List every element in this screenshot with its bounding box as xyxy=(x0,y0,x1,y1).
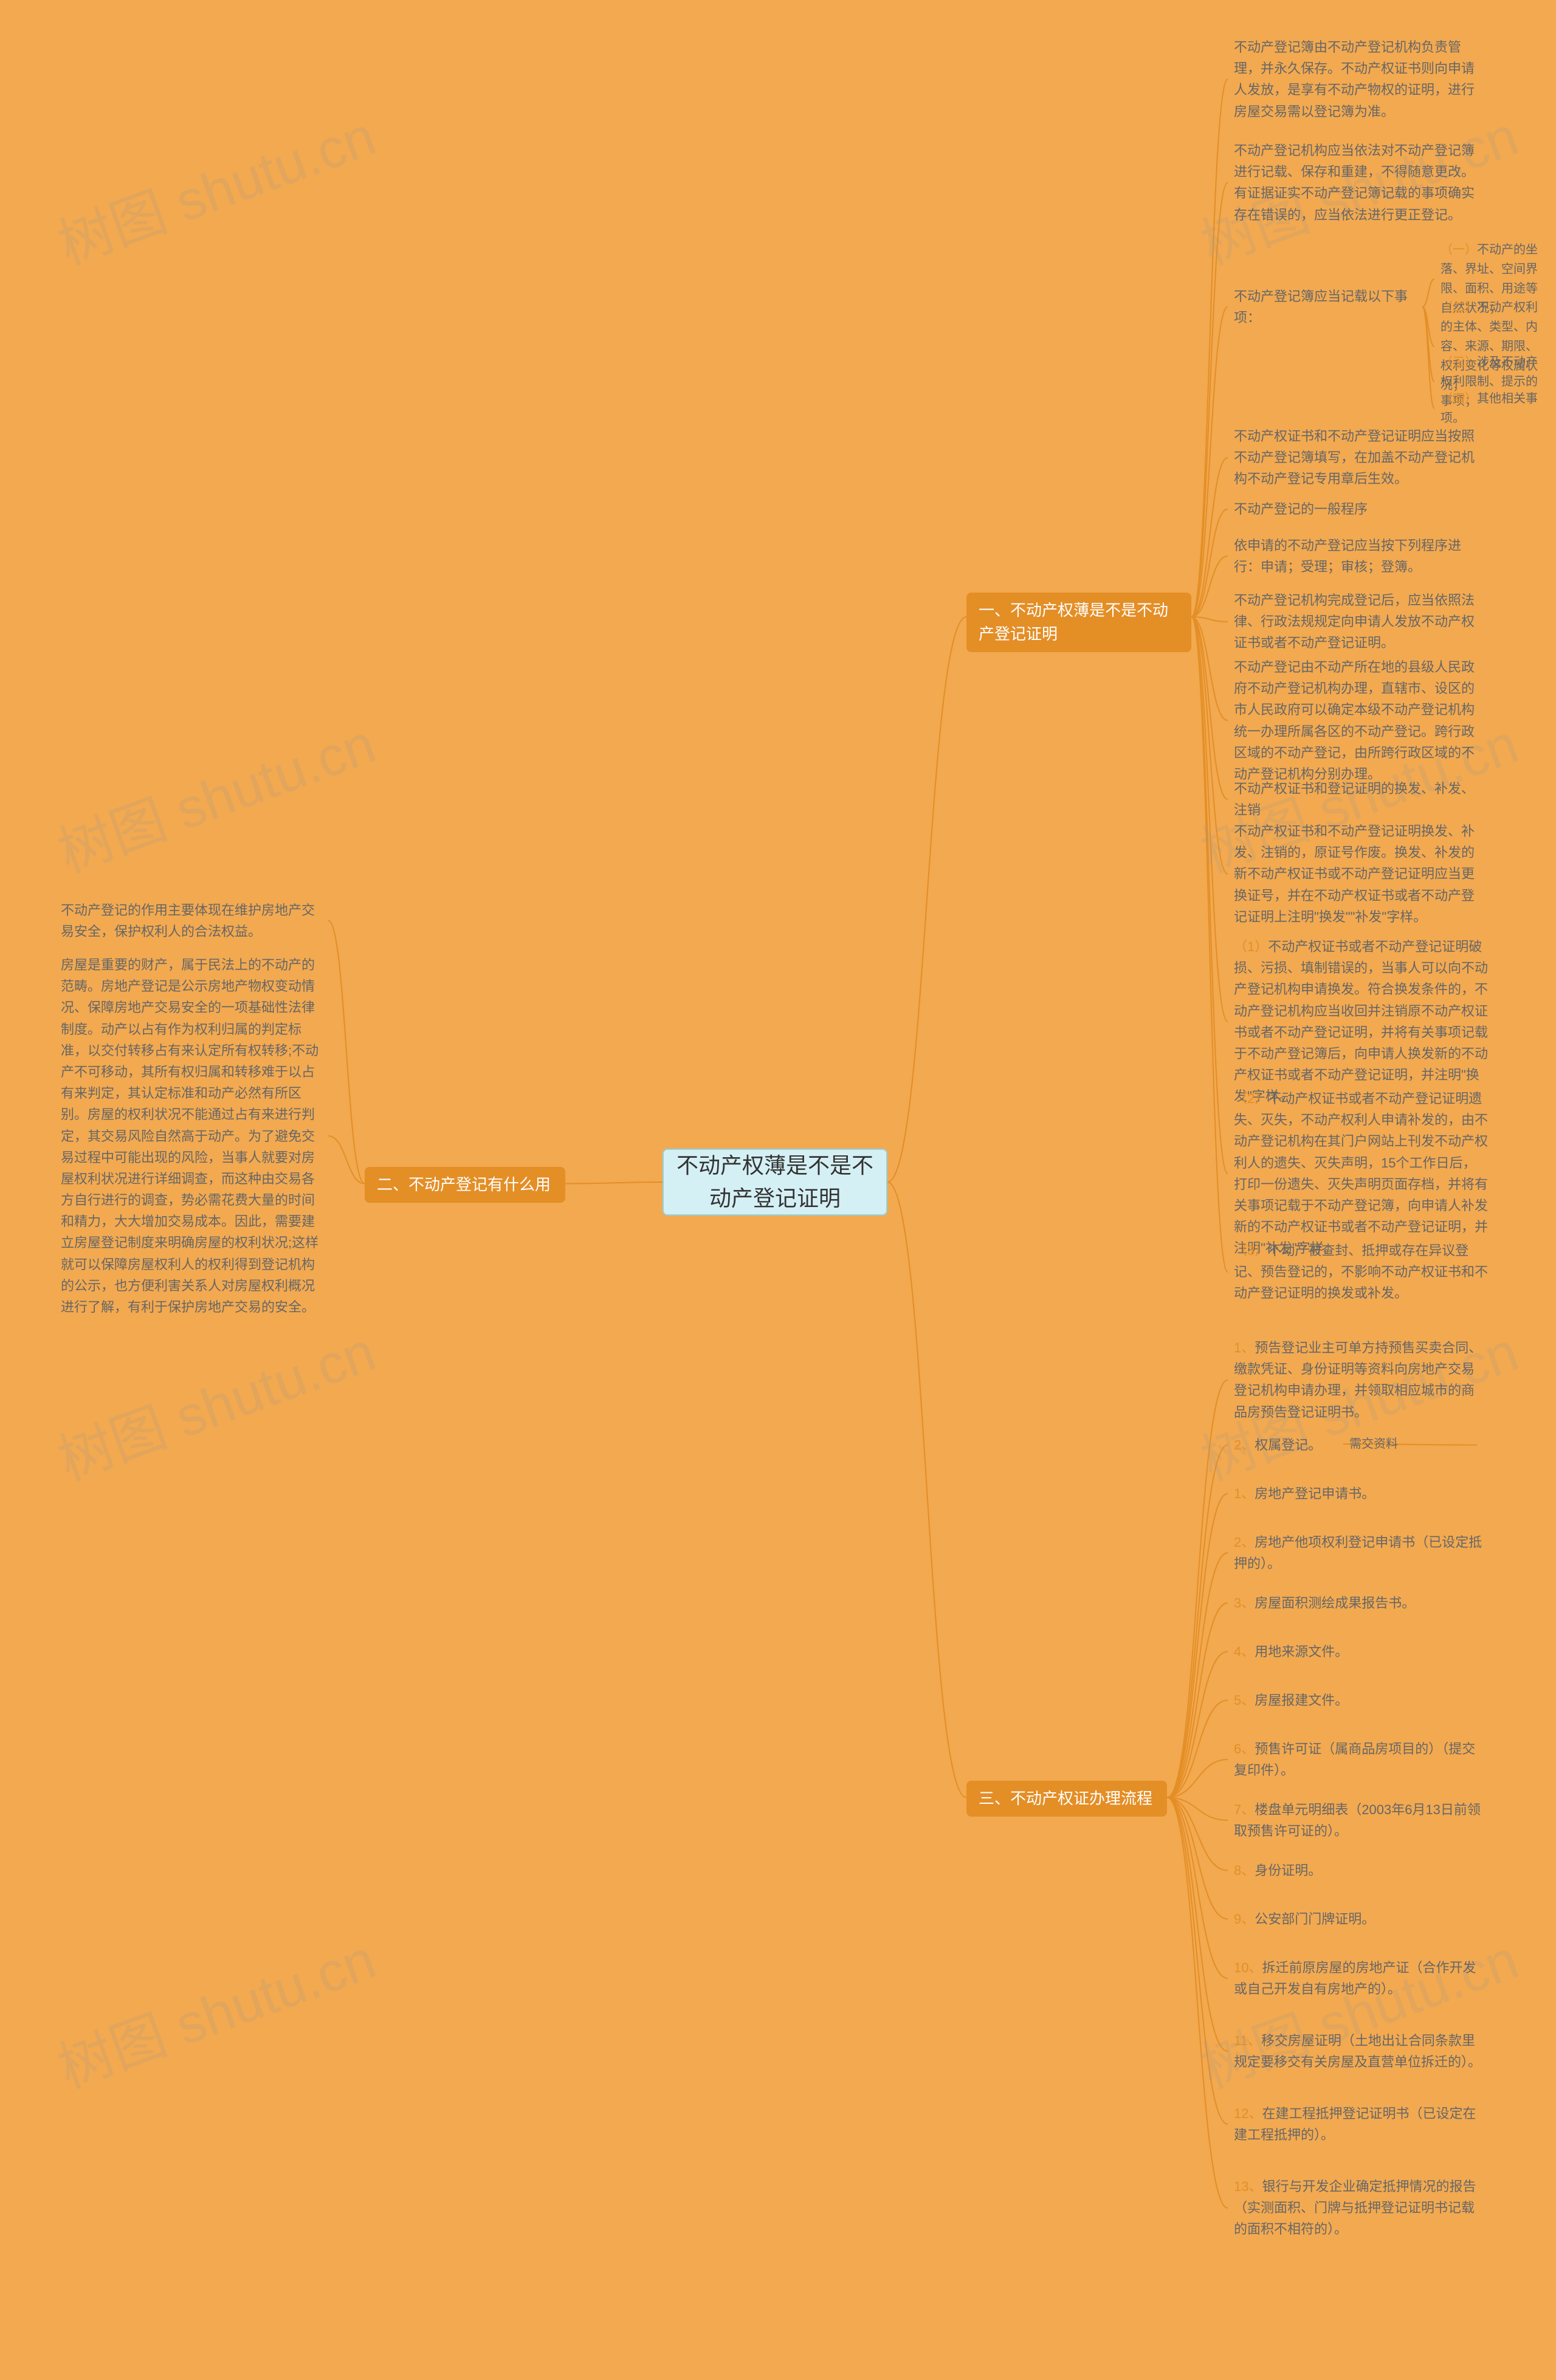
leaf-text: 不动产登记簿由不动产登记机构负责管理，并永久保存。不动产权证书则向申请人发放，是… xyxy=(1234,40,1475,119)
leaf-label: 10、 xyxy=(1234,1960,1262,1975)
leaf-node: 8、身份证明。 xyxy=(1234,1860,1483,1881)
leaf-node: 7、楼盘单元明细表（2003年6月13日前领取预售许可证的）。 xyxy=(1234,1799,1483,1842)
leaf-node: 5、房屋报建文件。 xyxy=(1234,1690,1483,1711)
leaf-text: 预售许可证（属商品房项目的）（提交复印件）。 xyxy=(1234,1741,1475,1778)
leaf-label: 1、 xyxy=(1234,1486,1255,1501)
leaf-node: 不动产登记簿由不动产登记机构负责管理，并永久保存。不动产权证书则向申请人发放，是… xyxy=(1234,36,1483,122)
leaf-node: 不动产登记机构应当依法对不动产登记簿进行记载、保存和重建，不得随意更改。有证据证… xyxy=(1234,140,1483,225)
leaf-node: 1、房地产登记申请书。 xyxy=(1234,1483,1483,1504)
leaf-node: 不动产权证书和不动产登记证明换发、补发、注销的，原证号作废。换发、补发的新不动产… xyxy=(1234,820,1483,927)
leaf-child-label: （一） xyxy=(1441,243,1477,256)
root-node: 不动产权薄是不是不动产登记证明 xyxy=(663,1149,887,1216)
watermark: 树图 shutu.cn xyxy=(46,1915,385,2103)
leaf-text: 身份证明。 xyxy=(1255,1863,1321,1878)
leaf-node: （2）不动产权证书或者不动产登记证明遗失、灭失，不动产权利人申请补发的，由不动产… xyxy=(1234,1088,1489,1259)
leaf-node: 13、银行与开发企业确定抵押情况的报告（实测面积、门牌与抵押登记证明书记载的面积… xyxy=(1234,2176,1483,2240)
leaf-node: 11、移交房屋证明（土地出让合同条款里规定要移交有关房屋及直营单位拆迁的）。 xyxy=(1234,2030,1483,2072)
leaf-text: 不动产被查封、抵押或存在异议登记、预告登记的，不影响不动产权证书和不动产登记证明… xyxy=(1234,1243,1488,1301)
leaf-node: 房屋是重要的财产，属于民法上的不动产的范畴。房地产登记是公示房地产物权变动情况、… xyxy=(61,954,322,1318)
leaf-text: 权属登记。 xyxy=(1255,1437,1321,1453)
leaf-text: 移交房屋证明（土地出让合同条款里规定要移交有关房屋及直营单位拆迁的）。 xyxy=(1234,2033,1481,2069)
leaf-child: 需交资料 xyxy=(1349,1434,1416,1454)
leaf-node: 2、房地产他项权利登记申请书（已设定抵押的）。 xyxy=(1234,1532,1483,1574)
leaf-text: 房屋是重要的财产，属于民法上的不动产的范畴。房地产登记是公示房地产物权变动情况、… xyxy=(61,957,318,1315)
leaf-node: 1、预告登记业主可单方持预售买卖合同、缴款凭证、身份证明等资料向房地产交易登记机… xyxy=(1234,1337,1483,1423)
leaf-node: 不动产登记由不动产所在地的县级人民政府不动产登记机构办理，直辖市、设区的市人民政… xyxy=(1234,656,1483,785)
leaf-label: 13、 xyxy=(1234,2179,1262,2194)
leaf-label: 12、 xyxy=(1234,2106,1262,2121)
branch-node: 三、不动产权证办理流程 xyxy=(966,1781,1167,1817)
leaf-text: 不动产权证书和不动产登记证明换发、补发、注销的，原证号作废。换发、补发的新不动产… xyxy=(1234,824,1475,924)
leaf-node: 不动产登记的作用主要体现在维护房地产交易安全，保护权利人的合法权益。 xyxy=(61,899,322,942)
leaf-label: （3） xyxy=(1234,1243,1268,1258)
leaf-text: 拆迁前原房屋的房地产证（合作开发或自己开发自有房地产的）。 xyxy=(1234,1960,1476,1997)
leaf-text: 不动产登记机构完成登记后，应当依照法律、行政法规规定向申请人发放不动产权证书或者… xyxy=(1234,593,1475,650)
leaf-node: 3、房屋面积测绘成果报告书。 xyxy=(1234,1592,1483,1614)
leaf-label: （1） xyxy=(1234,939,1268,954)
leaf-label: 1、 xyxy=(1234,1340,1255,1355)
branch-node: 二、不动产登记有什么用 xyxy=(365,1167,565,1203)
leaf-node: 10、拆迁前原房屋的房地产证（合作开发或自己开发自有房地产的）。 xyxy=(1234,1957,1483,2000)
watermark: 树图 shutu.cn xyxy=(46,1307,385,1495)
watermark: 树图 shutu.cn xyxy=(46,700,385,887)
leaf-label: 2、 xyxy=(1234,1437,1255,1453)
leaf-text: 不动产权证书或者不动产登记证明破损、污损、填制错误的，当事人可以向不动产登记机构… xyxy=(1234,939,1488,1104)
leaf-text: 不动产权证书和登记证明的换发、补发、注销 xyxy=(1234,781,1475,817)
leaf-text: 房屋面积测绘成果报告书。 xyxy=(1255,1595,1415,1611)
leaf-label: 4、 xyxy=(1234,1644,1255,1659)
leaf-node: 不动产权证书和不动产登记证明应当按照不动产登记簿填写，在加盖不动产登记机构不动产… xyxy=(1234,425,1483,490)
leaf-child-text: 需交资料 xyxy=(1349,1437,1398,1451)
leaf-text: 不动产权证书或者不动产登记证明遗失、灭失，不动产权利人申请补发的，由不动产登记机… xyxy=(1234,1091,1488,1256)
leaf-node: 不动产登记的一般程序 xyxy=(1234,498,1483,520)
leaf-text: 不动产登记的作用主要体现在维护房地产交易安全，保护权利人的合法权益。 xyxy=(61,903,315,939)
leaf-text: 不动产登记由不动产所在地的县级人民政府不动产登记机构办理，直辖市、设区的市人民政… xyxy=(1234,659,1475,782)
leaf-text: 房地产他项权利登记申请书（已设定抵押的）。 xyxy=(1234,1535,1482,1571)
leaf-text: 房地产登记申请书。 xyxy=(1255,1486,1375,1501)
leaf-node: （3）不动产被查封、抵押或存在异议登记、预告登记的，不影响不动产权证书和不动产登… xyxy=(1234,1240,1489,1304)
leaf-node: 4、用地来源文件。 xyxy=(1234,1641,1483,1662)
leaf-text: 房屋报建文件。 xyxy=(1255,1693,1348,1708)
leaf-text: 不动产权证书和不动产登记证明应当按照不动产登记簿填写，在加盖不动产登记机构不动产… xyxy=(1234,428,1475,486)
leaf-label: 2、 xyxy=(1234,1535,1255,1550)
leaf-text: 公安部门门牌证明。 xyxy=(1255,1911,1375,1927)
leaf-text: 在建工程抵押登记证明书（已设定在建工程抵押的）。 xyxy=(1234,2106,1476,2142)
leaf-label: 5、 xyxy=(1234,1693,1255,1708)
leaf-label: 6、 xyxy=(1234,1741,1255,1756)
leaf-label: 11、 xyxy=(1234,2033,1261,2048)
leaf-node: 不动产权证书和登记证明的换发、补发、注销 xyxy=(1234,778,1483,820)
leaf-text: 不动产登记的一般程序 xyxy=(1234,501,1368,517)
leaf-label: 9、 xyxy=(1234,1911,1255,1927)
leaf-text: 用地来源文件。 xyxy=(1255,1644,1348,1659)
leaf-text: 预告登记业主可单方持预售买卖合同、缴款凭证、身份证明等资料向房地产交易登记机构申… xyxy=(1234,1340,1482,1420)
leaf-label: 8、 xyxy=(1234,1863,1255,1878)
leaf-label: （2） xyxy=(1234,1091,1268,1106)
leaf-child-label: （二） xyxy=(1441,301,1477,314)
leaf-label: 3、 xyxy=(1234,1595,1255,1611)
leaf-label: 7、 xyxy=(1234,1802,1255,1817)
branch-node: 一、不动产权薄是不是不动产登记证明 xyxy=(966,593,1191,652)
leaf-node: 依申请的不动产登记应当按下列程序进行：申请；受理；审核；登簿。 xyxy=(1234,535,1483,577)
leaf-text: 依申请的不动产登记应当按下列程序进行：申请；受理；审核；登簿。 xyxy=(1234,538,1461,574)
leaf-child-label: （三） xyxy=(1441,356,1477,369)
leaf-text: 银行与开发企业确定抵押情况的报告（实测面积、门牌与抵押登记证明书记载的面积不相符… xyxy=(1234,2179,1476,2237)
leaf-node: 9、公安部门门牌证明。 xyxy=(1234,1908,1483,1930)
leaf-text: 楼盘单元明细表（2003年6月13日前领取预售许可证的）。 xyxy=(1234,1802,1481,1838)
leaf-child-label: （四） xyxy=(1441,392,1477,405)
watermark: 树图 shutu.cn xyxy=(1189,1915,1527,2103)
leaf-text: 不动产登记簿应当记载以下事项： xyxy=(1234,289,1408,325)
leaf-node: 不动产登记机构完成登记后，应当依照法律、行政法规规定向申请人发放不动产权证书或者… xyxy=(1234,590,1483,654)
leaf-node: 12、在建工程抵押登记证明书（已设定在建工程抵押的）。 xyxy=(1234,2103,1483,2145)
leaf-node: （1）不动产权证书或者不动产登记证明破损、污损、填制错误的，当事人可以向不动产登… xyxy=(1234,936,1489,1107)
leaf-node: 不动产登记簿应当记载以下事项： xyxy=(1234,286,1428,328)
watermark: 树图 shutu.cn xyxy=(46,92,385,280)
leaf-node: 6、预售许可证（属商品房项目的）（提交复印件）。 xyxy=(1234,1738,1483,1781)
leaf-child: （四）其他相关事项。 xyxy=(1441,389,1538,428)
leaf-text: 不动产登记机构应当依法对不动产登记簿进行记载、保存和重建，不得随意更改。有证据证… xyxy=(1234,143,1475,222)
